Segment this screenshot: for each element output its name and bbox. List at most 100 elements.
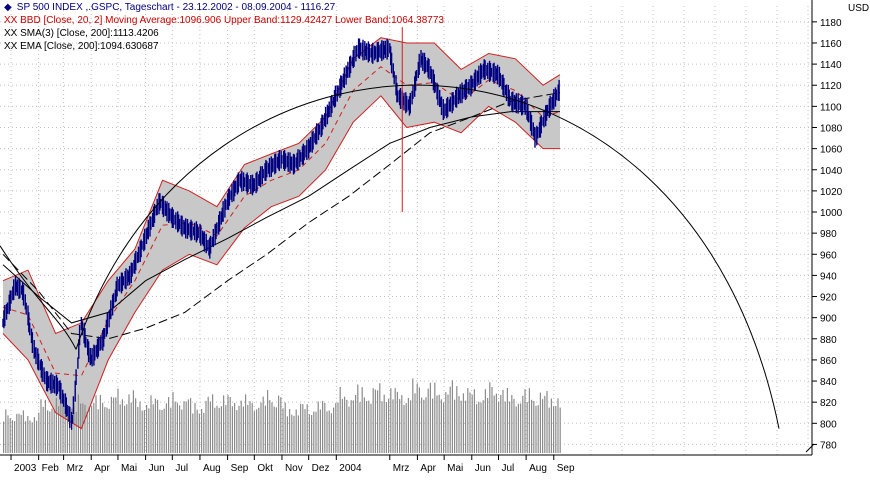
- volume-bar: [542, 399, 544, 453]
- volume-bar: [388, 398, 390, 453]
- volume-bar: [308, 414, 310, 453]
- legend-price-text: SP 500 INDEX ,.GSPC, Tageschart - 23.12.…: [16, 2, 336, 13]
- volume-bar: [20, 414, 22, 453]
- y-tick-label: 820: [820, 398, 837, 409]
- volume-bar: [260, 402, 262, 453]
- volume-bar: [93, 402, 95, 453]
- volume-bar: [352, 400, 354, 453]
- volume-bar: [504, 401, 506, 453]
- volume-bar: [38, 412, 40, 453]
- x-tick-label: Jul: [175, 463, 188, 474]
- volume-bar: [458, 396, 460, 453]
- volume-bar: [366, 401, 368, 453]
- volume-bar: [401, 395, 403, 453]
- volume-bar: [460, 400, 462, 453]
- y-tick-label: 1060: [820, 145, 843, 156]
- volume-bar: [555, 406, 557, 453]
- volume-bar: [429, 382, 431, 453]
- volume-bar: [423, 399, 425, 453]
- volume-bar: [141, 410, 143, 453]
- volume-bar: [161, 410, 163, 453]
- y-tick-label: 1000: [820, 208, 843, 219]
- volume-bar: [60, 401, 62, 453]
- volume-bar: [223, 395, 225, 453]
- volume-bar: [157, 399, 159, 453]
- volume-bar: [361, 387, 363, 453]
- volume-bar: [71, 408, 73, 453]
- currency-label: USD: [848, 3, 870, 14]
- volume-bar: [3, 421, 5, 453]
- volume-bar: [319, 409, 321, 453]
- legend-bollinger: XX BBD [Close, 20, 2] Moving Average:109…: [4, 15, 444, 27]
- volume-bar: [159, 409, 161, 453]
- volume-bar: [203, 412, 205, 453]
- volume-bar: [436, 395, 438, 453]
- volume-bar: [44, 399, 46, 453]
- volume-bar: [317, 401, 319, 453]
- volume-bar: [535, 405, 537, 453]
- volume-bar: [139, 401, 141, 453]
- x-tick-label: Jun: [149, 463, 165, 474]
- volume-bar: [341, 399, 343, 453]
- volume-bar: [330, 413, 332, 453]
- y-tick-label: 800: [820, 419, 837, 430]
- volume-bar: [91, 405, 93, 453]
- volume-bar: [473, 389, 475, 453]
- volume-bar: [520, 403, 522, 453]
- volume-bar: [121, 399, 123, 453]
- volume-bar: [491, 387, 493, 453]
- x-tick-label: Jun: [475, 463, 491, 474]
- volume-bar: [207, 396, 209, 453]
- volume-bar: [247, 404, 249, 453]
- volume-bar: [344, 396, 346, 453]
- volume-bar: [5, 409, 7, 453]
- volume-bar: [55, 397, 57, 453]
- volume-bar: [553, 406, 555, 453]
- volume-bar: [399, 399, 401, 453]
- x-tick-label: Dez: [312, 463, 330, 474]
- volume-bar: [150, 395, 152, 453]
- volume-bar: [128, 394, 130, 453]
- volume-bar: [16, 413, 18, 453]
- volume-bar: [236, 410, 238, 453]
- volume-bar: [187, 399, 189, 453]
- volume-bar: [18, 413, 20, 453]
- volume-bar: [427, 388, 429, 453]
- volume-bar: [405, 403, 407, 453]
- volume-bar: [295, 409, 297, 453]
- volume-bar: [49, 411, 51, 453]
- volume-bar: [238, 405, 240, 453]
- volume-bar: [42, 406, 44, 453]
- y-tick-label: 1080: [820, 123, 843, 134]
- lower-band-line: [2, 95, 560, 430]
- volume-bar: [550, 398, 552, 453]
- volume-bar: [271, 402, 273, 453]
- volume-bar: [337, 402, 339, 453]
- volume-bar: [27, 416, 29, 453]
- volume-bar: [410, 400, 412, 453]
- volume-bar: [350, 400, 352, 453]
- volume-bar: [372, 388, 374, 453]
- volume-bar: [509, 401, 511, 453]
- legend-price: ◆ SP 500 INDEX ,.GSPC, Tageschart - 23.1…: [4, 2, 335, 14]
- volume-bar: [234, 402, 236, 453]
- volume-bar: [110, 396, 112, 453]
- resize-icon: [805, 443, 815, 453]
- volume-bar: [495, 393, 497, 453]
- volume-bar: [374, 389, 376, 453]
- volume-bar: [302, 404, 304, 453]
- volume-bar: [205, 400, 207, 453]
- volume-bar: [381, 401, 383, 453]
- ema-start-curve: [0, 245, 77, 350]
- volume-bar: [88, 406, 90, 453]
- y-tick-label: 1100: [820, 102, 842, 113]
- volume-bar: [498, 401, 500, 453]
- volume-bar: [511, 395, 513, 453]
- volume-bar: [370, 403, 372, 453]
- volume-bar: [58, 406, 60, 453]
- volume-bar: [416, 383, 418, 453]
- volume-bar: [33, 417, 35, 453]
- volume-bar: [506, 388, 508, 453]
- volume-bar: [95, 395, 97, 453]
